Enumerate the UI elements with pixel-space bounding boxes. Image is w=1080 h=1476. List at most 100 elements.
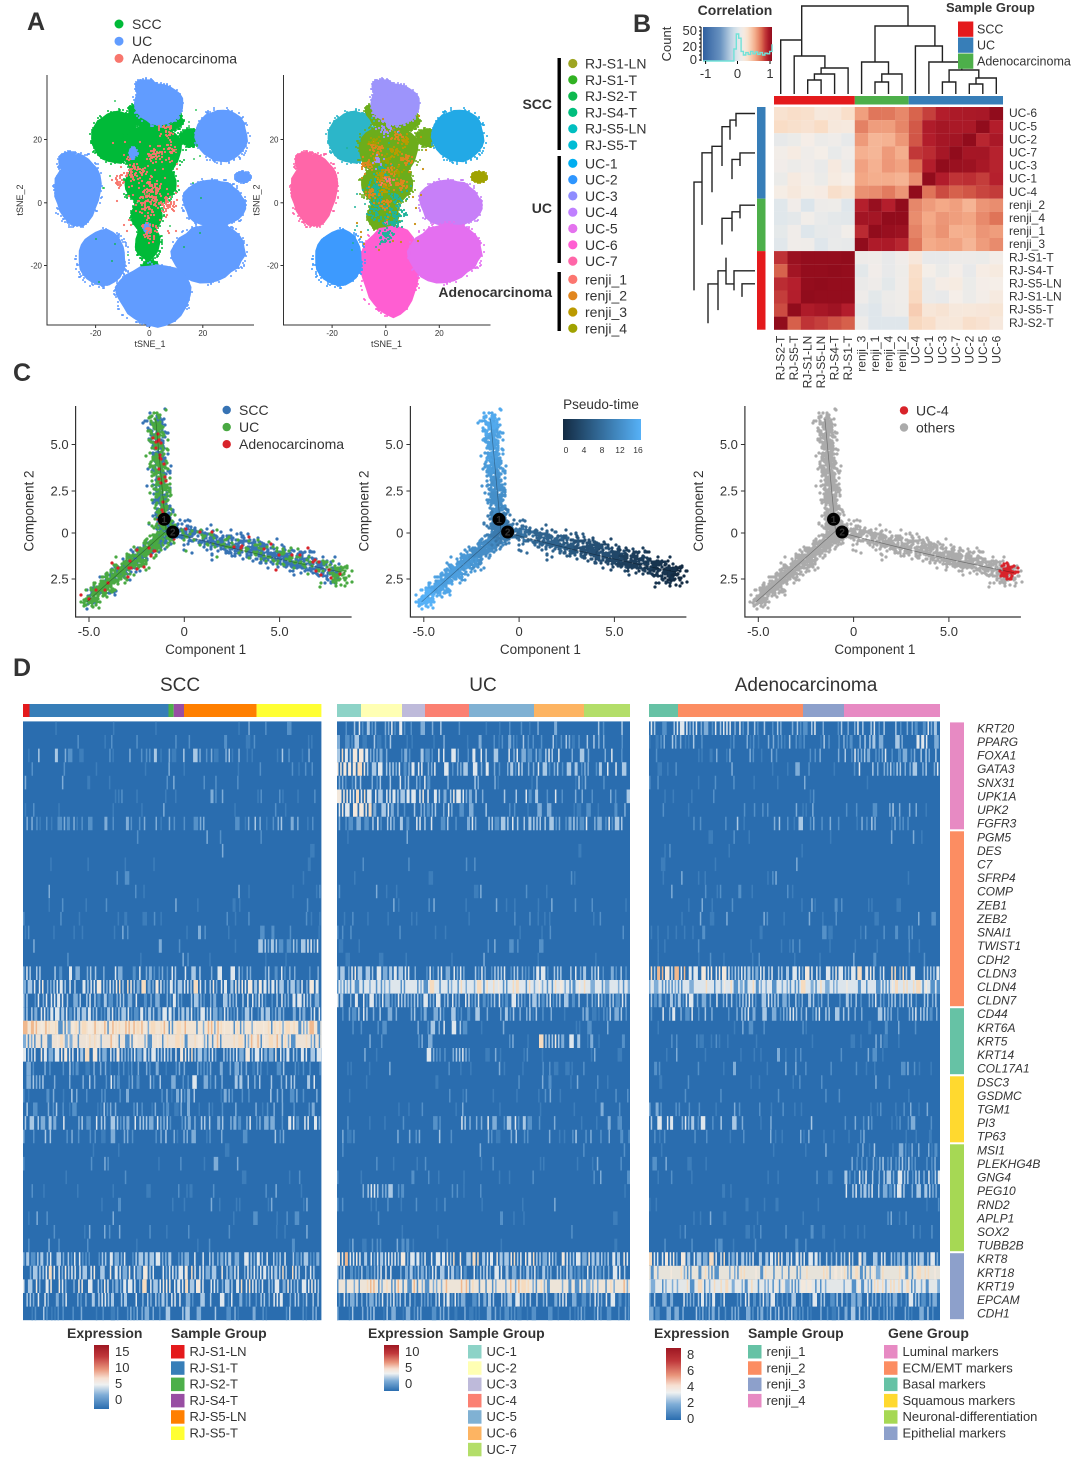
svg-text:EPCAM: EPCAM — [977, 1293, 1020, 1307]
svg-text:RJ-S5-LN: RJ-S5-LN — [585, 121, 646, 137]
svg-text:RJ-S1-T: RJ-S1-T — [1009, 250, 1054, 264]
svg-text:KRT20: KRT20 — [977, 721, 1014, 735]
svg-text:SNAI1: SNAI1 — [977, 926, 1012, 940]
svg-text:SCC: SCC — [160, 675, 200, 696]
svg-text:renji_1: renji_1 — [1009, 224, 1045, 238]
svg-text:KRT14: KRT14 — [977, 1048, 1014, 1062]
svg-text:UC-6: UC-6 — [989, 335, 1003, 363]
svg-text:UC-5: UC-5 — [487, 1409, 517, 1424]
svg-text:FOXA1: FOXA1 — [977, 749, 1016, 763]
svg-text:RJ-S2-T: RJ-S2-T — [190, 1377, 238, 1392]
svg-text:2.5: 2.5 — [385, 484, 403, 499]
svg-text:5.0: 5.0 — [385, 437, 403, 452]
svg-text:Sample Group: Sample Group — [946, 0, 1035, 15]
svg-text:PGM5: PGM5 — [977, 830, 1011, 844]
svg-text:KRT5: KRT5 — [977, 1034, 1008, 1048]
svg-text:1: 1 — [496, 515, 502, 526]
svg-text:0: 0 — [687, 1411, 694, 1426]
svg-text:renji_4: renji_4 — [1009, 211, 1045, 225]
svg-text:Epithelial markers: Epithelial markers — [903, 1426, 1007, 1441]
svg-text:COMP: COMP — [977, 885, 1013, 899]
svg-text:8: 8 — [600, 445, 605, 455]
svg-text:UC-7: UC-7 — [487, 1442, 517, 1457]
svg-text:Sample Group: Sample Group — [171, 1325, 267, 1341]
svg-text:-20: -20 — [267, 262, 279, 271]
svg-text:20: 20 — [683, 39, 697, 54]
svg-text:5.0: 5.0 — [605, 624, 623, 639]
svg-text:RJ-S5-T: RJ-S5-T — [585, 137, 638, 153]
svg-text:UC-5: UC-5 — [585, 221, 618, 237]
svg-text:5.0: 5.0 — [51, 437, 69, 452]
svg-text:renji_3: renji_3 — [767, 1377, 806, 1392]
svg-text:Component 2: Component 2 — [356, 470, 371, 551]
svg-text:UC-1: UC-1 — [585, 155, 618, 171]
svg-text:APLP1: APLP1 — [976, 1211, 1014, 1225]
svg-text:10: 10 — [405, 1344, 419, 1359]
svg-text:5.0: 5.0 — [940, 624, 958, 639]
svg-text:renji_1: renji_1 — [767, 1344, 806, 1359]
svg-text:-5.0: -5.0 — [78, 624, 100, 639]
svg-text:Adenocarcinoma: Adenocarcinoma — [735, 675, 878, 696]
svg-text:6: 6 — [687, 1363, 694, 1378]
svg-text:UC-4: UC-4 — [585, 204, 618, 220]
svg-text:RJ-S5-T: RJ-S5-T — [1009, 303, 1054, 317]
svg-text:0: 0 — [850, 624, 857, 639]
svg-text:SCC: SCC — [522, 96, 552, 112]
svg-text:20: 20 — [198, 329, 207, 338]
svg-text:12: 12 — [615, 445, 625, 455]
svg-text:UC-1: UC-1 — [487, 1344, 517, 1359]
svg-text:SOX2: SOX2 — [977, 1225, 1009, 1239]
svg-text:2: 2 — [505, 528, 511, 539]
svg-text:tSNE_2: tSNE_2 — [252, 184, 262, 215]
svg-text:renji_3: renji_3 — [585, 304, 627, 320]
svg-text:5.0: 5.0 — [720, 437, 738, 452]
svg-text:Adenocarcinoma: Adenocarcinoma — [239, 436, 344, 452]
svg-text:UC-3: UC-3 — [935, 335, 949, 363]
svg-text:CD44: CD44 — [977, 1007, 1008, 1021]
svg-text:RJ-S4-T: RJ-S4-T — [585, 104, 638, 120]
svg-text:SCC: SCC — [132, 16, 162, 32]
svg-text:RJ-S1-LN: RJ-S1-LN — [585, 56, 646, 72]
svg-text:-20: -20 — [30, 262, 42, 271]
svg-text:UC: UC — [532, 200, 552, 216]
svg-text:A: A — [27, 8, 45, 36]
svg-text:0: 0 — [396, 526, 403, 541]
svg-text:CLDN4: CLDN4 — [977, 980, 1017, 994]
svg-text:RJ-S2-T: RJ-S2-T — [585, 88, 638, 104]
svg-text:2.5: 2.5 — [385, 572, 403, 587]
svg-text:TWIST1: TWIST1 — [977, 939, 1021, 953]
svg-text:RJ-S4-T: RJ-S4-T — [190, 1393, 238, 1408]
svg-text:0: 0 — [181, 624, 188, 639]
svg-text:0: 0 — [690, 52, 697, 67]
svg-text:UC-4: UC-4 — [1009, 185, 1037, 199]
svg-text:tSNE_2: tSNE_2 — [15, 184, 25, 215]
svg-text:15: 15 — [115, 1344, 129, 1359]
svg-text:RJ-S1-T: RJ-S1-T — [190, 1360, 238, 1375]
svg-text:CDH1: CDH1 — [977, 1307, 1010, 1321]
svg-text:tSNE_1: tSNE_1 — [134, 339, 165, 349]
svg-text:CLDN7: CLDN7 — [977, 994, 1018, 1008]
svg-text:RJ-S5-LN: RJ-S5-LN — [190, 1409, 247, 1424]
svg-text:KRT8: KRT8 — [977, 1252, 1008, 1266]
svg-text:GNG4: GNG4 — [977, 1171, 1011, 1185]
svg-text:8: 8 — [687, 1347, 694, 1362]
svg-text:RJ-S1-T: RJ-S1-T — [585, 72, 638, 88]
svg-text:-20: -20 — [90, 329, 102, 338]
svg-text:CLDN3: CLDN3 — [977, 966, 1017, 980]
svg-text:0: 0 — [734, 66, 741, 81]
svg-text:0: 0 — [61, 526, 68, 541]
svg-text:UPK1A: UPK1A — [977, 789, 1016, 803]
svg-text:UC-2: UC-2 — [585, 172, 618, 188]
svg-text:UC-3: UC-3 — [487, 1377, 517, 1392]
svg-text:UC-7: UC-7 — [1009, 146, 1037, 160]
svg-text:RJ-S1-LN: RJ-S1-LN — [801, 336, 815, 389]
svg-text:KRT18: KRT18 — [977, 1266, 1014, 1280]
svg-text:C7: C7 — [977, 858, 994, 872]
svg-text:SNX31: SNX31 — [977, 776, 1015, 790]
svg-text:TP63: TP63 — [977, 1130, 1006, 1144]
svg-text:UC-1: UC-1 — [1009, 172, 1037, 186]
svg-text:D: D — [13, 654, 31, 682]
svg-text:0: 0 — [384, 329, 389, 338]
svg-text:tSNE_1: tSNE_1 — [371, 339, 402, 349]
svg-text:RND2: RND2 — [977, 1198, 1010, 1212]
